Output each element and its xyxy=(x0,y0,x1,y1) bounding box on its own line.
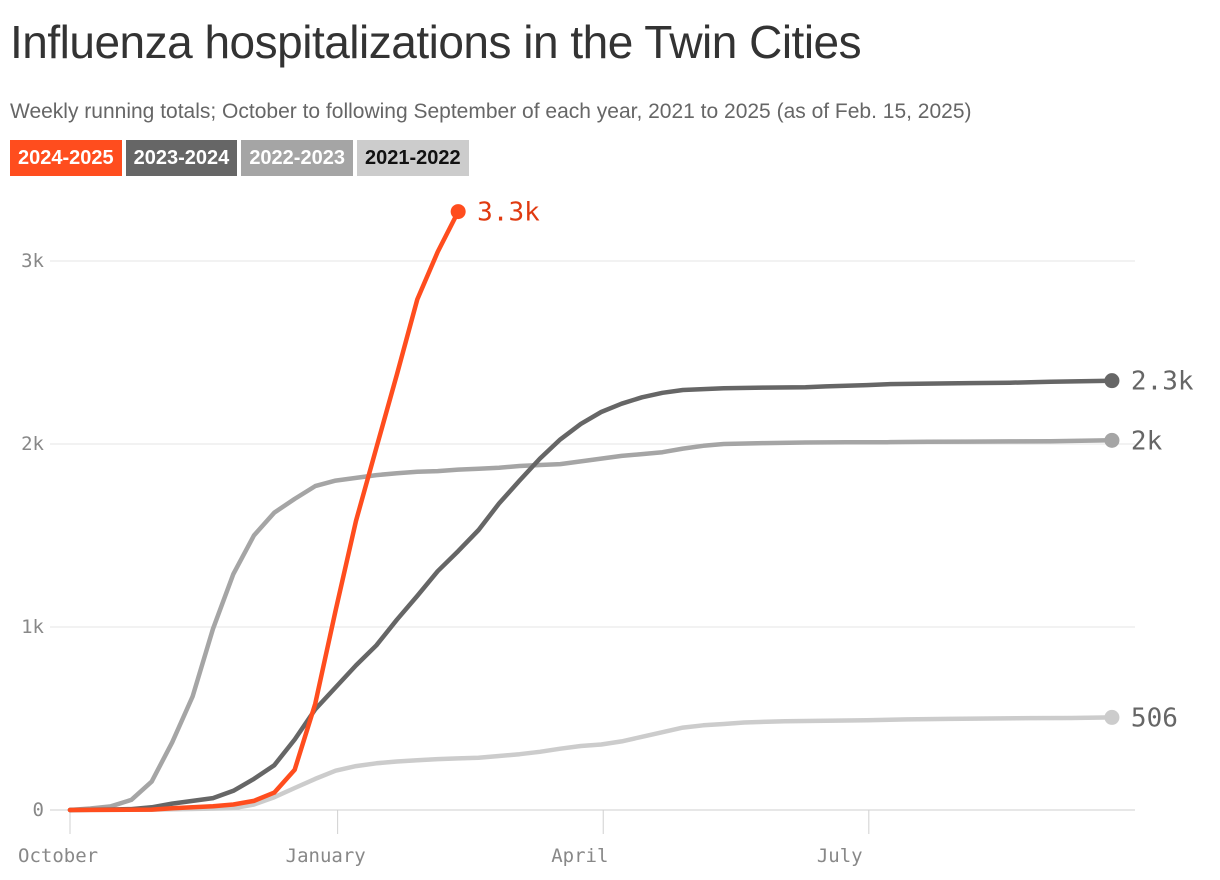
x-axis: October January April July xyxy=(18,810,870,867)
series-end-point-2024-2025 xyxy=(450,204,466,220)
legend: 2024-2025 2023-2024 2022-2023 2021-2022 xyxy=(10,140,469,176)
series-end-point-2023-2024 xyxy=(1104,373,1120,389)
y-tick-label: 1k xyxy=(21,616,44,638)
y-axis: 0 1k 2k 3k xyxy=(21,250,44,821)
end-value-label-2022-2023: 2k xyxy=(1131,426,1163,456)
legend-item-2023-2024: 2023-2024 xyxy=(125,140,238,176)
y-tick-label: 2k xyxy=(21,433,44,455)
end-value-label-2021-2022: 506 xyxy=(1131,703,1178,733)
end-value-label-2024-2025: 3.3k xyxy=(477,198,540,228)
x-tick-label: January xyxy=(286,845,366,867)
x-tick-label: October xyxy=(18,845,98,867)
y-tick-label: 3k xyxy=(21,250,44,272)
x-tick-label: April xyxy=(551,845,608,867)
chart-subtitle: Weekly running totals; October to follow… xyxy=(10,100,972,123)
series-line-2023-2024 xyxy=(67,378,1115,813)
series-line-2021-2022 xyxy=(67,715,1115,813)
legend-item-2021-2022: 2021-2022 xyxy=(356,140,469,176)
series-end-point-2021-2022 xyxy=(1104,709,1120,725)
series-line-2024-2025 xyxy=(67,209,461,813)
chart-title: Influenza hospitalizations in the Twin C… xyxy=(10,16,862,68)
end-value-label-2023-2024: 2.3k xyxy=(1131,367,1194,397)
end-labels: 506 2k 2.3k 3.3k xyxy=(450,198,1194,733)
grid-lines xyxy=(50,260,1135,811)
series-lines xyxy=(67,209,1115,813)
legend-item-2024-2025: 2024-2025 xyxy=(10,140,122,176)
legend-item-2022-2023: 2022-2023 xyxy=(241,140,353,176)
y-tick-label: 0 xyxy=(33,799,44,821)
series-line-2022-2023 xyxy=(67,438,1115,813)
series-end-point-2022-2023 xyxy=(1104,432,1120,448)
x-tick-label: July xyxy=(817,845,863,867)
